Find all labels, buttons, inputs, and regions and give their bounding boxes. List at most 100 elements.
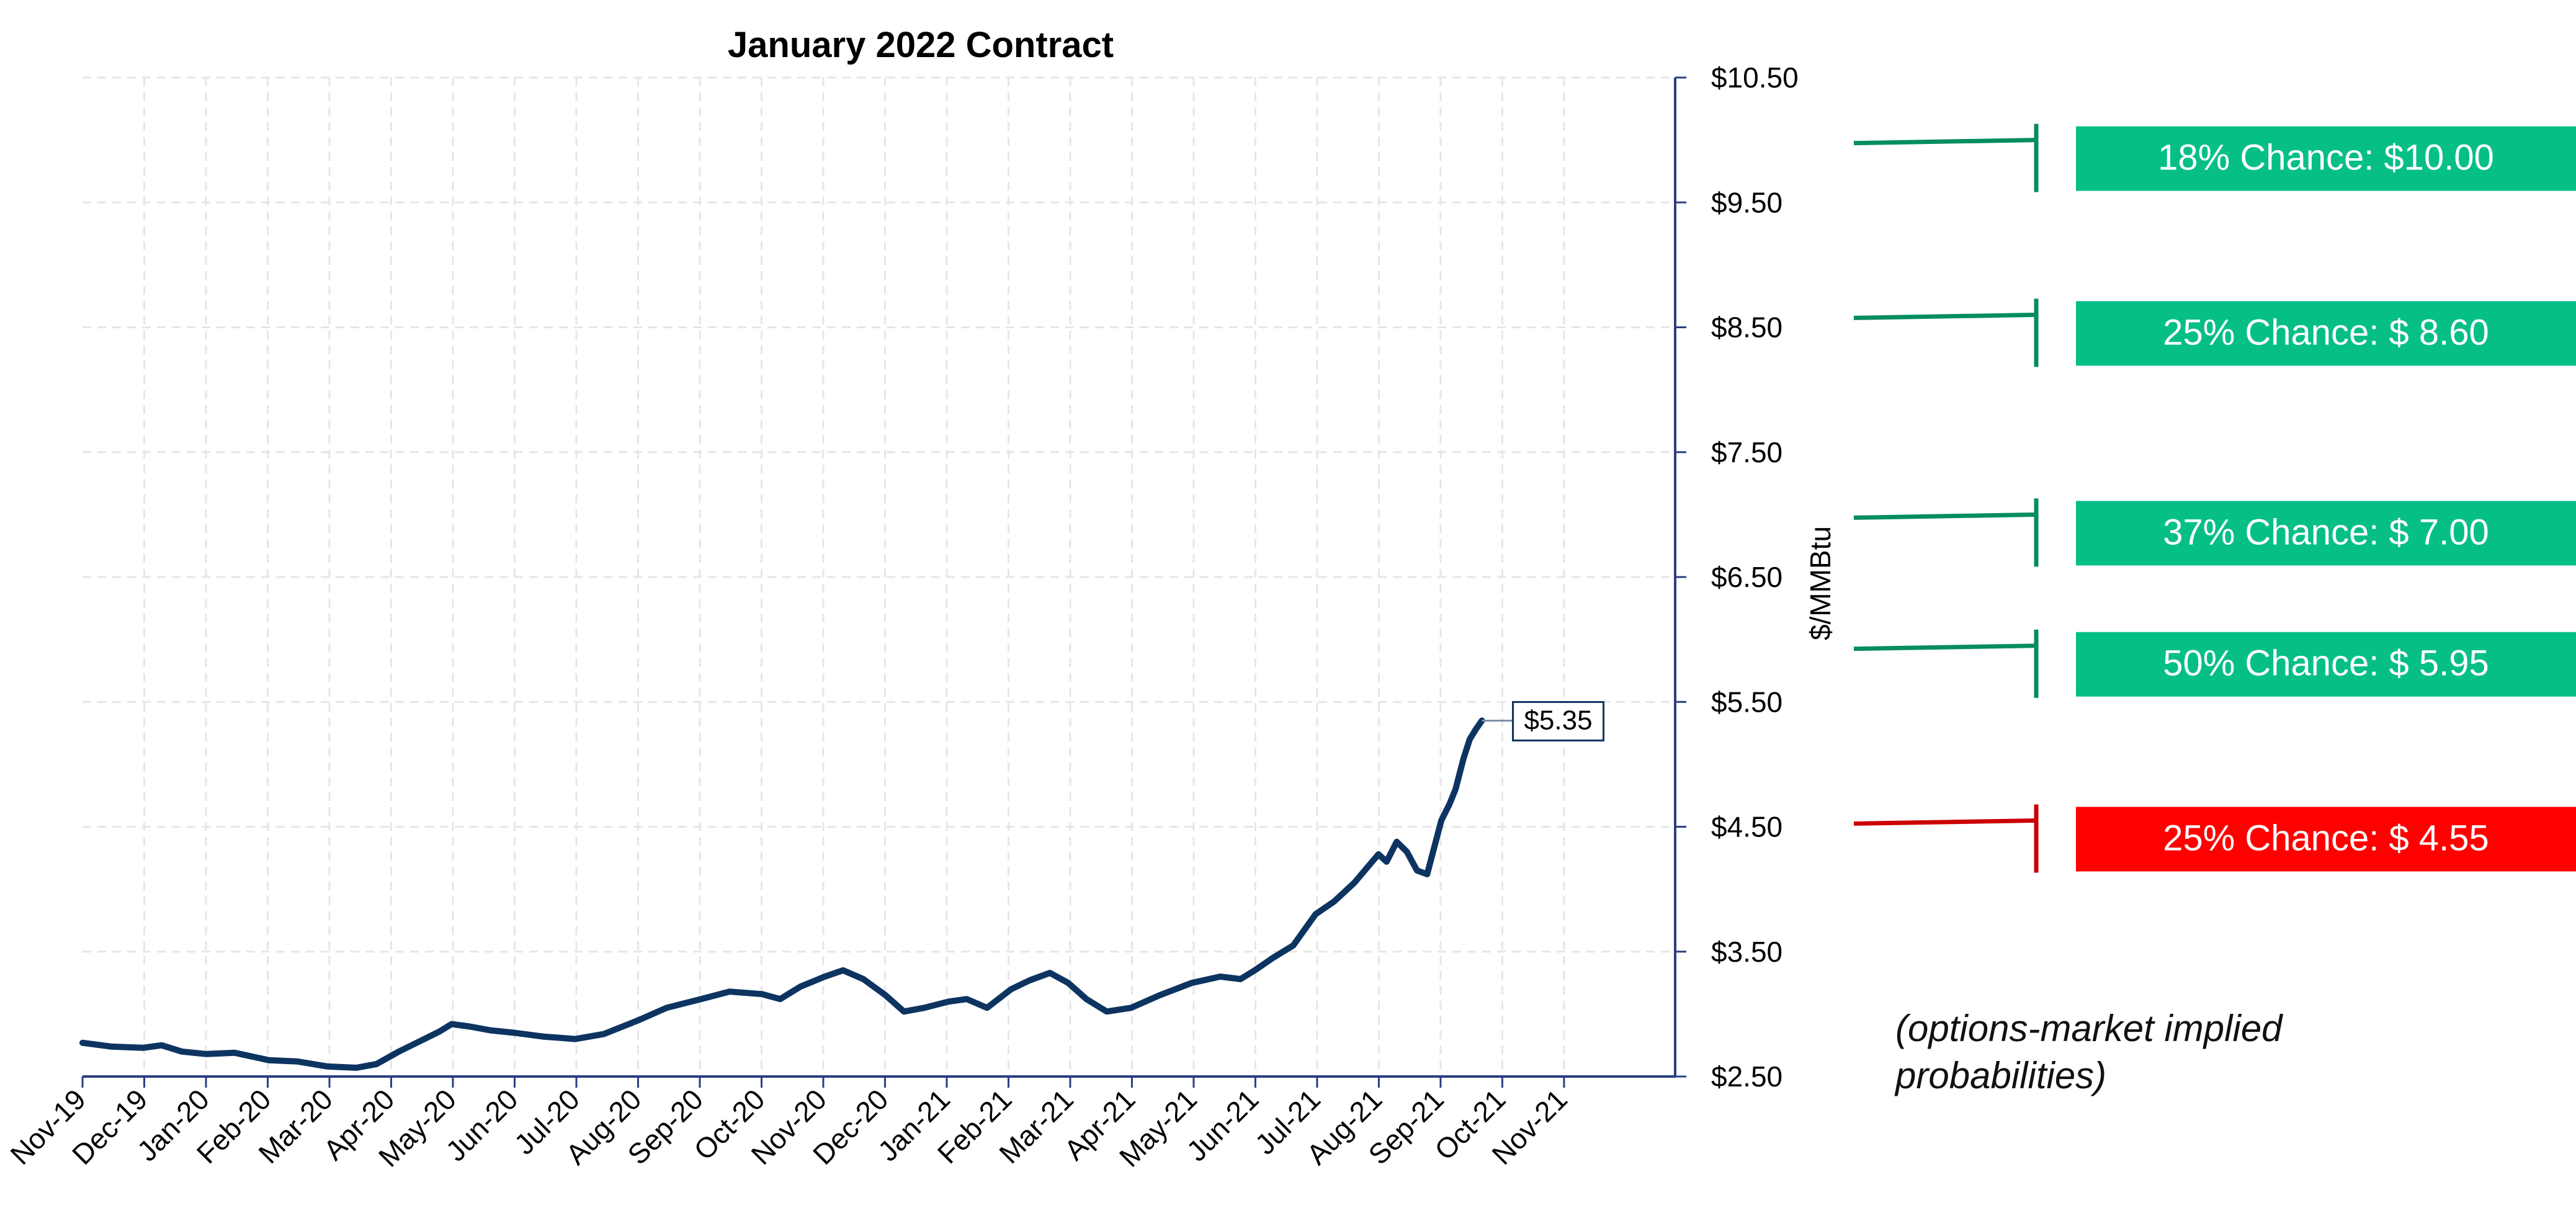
options-note: (options-market implied probabilities) [1895, 1008, 2283, 1096]
price-point [1190, 981, 1194, 985]
last-value-callout: $5.35 [1482, 701, 1605, 741]
price-point [396, 1049, 401, 1054]
price-series-line [79, 717, 1485, 1071]
price-point [417, 1039, 421, 1044]
price-point [636, 1018, 640, 1023]
price-point [1331, 900, 1336, 904]
price-point [141, 1045, 146, 1050]
probability-panel: 18% Chance: $10.00 25% Chance: $ 8.60 37% … [1853, 123, 2576, 873]
series-layer [79, 717, 1485, 1071]
probability-bracket-line [1853, 643, 2037, 651]
price-point [1009, 987, 1014, 992]
price-point [699, 997, 704, 1001]
probability-label: 50% Chance: $ 5.95 [2163, 643, 2489, 684]
price-point [1454, 787, 1458, 792]
x-tick-label: Jun-21 [1180, 1083, 1264, 1167]
probability-label: 25% Chance: $ 4.55 [2163, 818, 2489, 858]
price-point [374, 1062, 378, 1066]
price-point [1066, 981, 1070, 985]
price-point [727, 990, 731, 994]
probability-label: 37% Chance: $ 7.00 [2163, 512, 2489, 552]
price-point [823, 975, 827, 978]
price-point [1218, 975, 1222, 978]
probability-bracket-line [1853, 818, 2037, 826]
price-point [985, 1006, 989, 1010]
price-point [1474, 727, 1478, 732]
y-tick-label: $3.50 [1711, 936, 1782, 968]
price-point [778, 997, 782, 1001]
price-point [1238, 977, 1243, 982]
y-tick-label: $10.50 [1711, 61, 1799, 94]
price-point [1313, 912, 1318, 916]
price-point [267, 1058, 271, 1062]
price-point [109, 1044, 113, 1049]
price-point [1085, 997, 1089, 1001]
price-point [1467, 737, 1472, 741]
probability-bracket-line [1853, 138, 2037, 146]
y-axis-label: $/MMBtu [1804, 526, 1836, 640]
probability-box [2076, 126, 2576, 191]
price-point [159, 1043, 164, 1047]
y-tick-label: $8.50 [1711, 311, 1782, 344]
price-point [449, 1022, 454, 1026]
price-point [1439, 818, 1444, 823]
price-point [1157, 993, 1161, 998]
price-point [760, 992, 764, 996]
y-tick-label: $6.50 [1711, 561, 1782, 593]
price-point [1376, 852, 1380, 856]
probability-box [2076, 807, 2576, 872]
price-point [1462, 756, 1466, 760]
price-point [1048, 970, 1052, 975]
probability-bracket-line [1853, 512, 2037, 520]
price-point [488, 1028, 493, 1032]
price-point [354, 1065, 359, 1070]
price-point [295, 1059, 300, 1063]
price-point [798, 985, 803, 989]
price-point [965, 997, 969, 1001]
price-point [541, 1034, 545, 1039]
callout-box [1512, 701, 1605, 741]
price-point [1129, 1006, 1134, 1010]
price-point [437, 1029, 442, 1034]
grid [83, 76, 1675, 1078]
price-point [512, 1031, 517, 1035]
y-tick-label: $9.50 [1711, 186, 1782, 218]
price-point [1384, 859, 1389, 864]
probability-box [2076, 501, 2576, 566]
price-point [946, 1000, 950, 1004]
price-point [841, 968, 845, 972]
chart-title: January 2022 Contract [728, 25, 1114, 65]
probability-label: 18% Chance: $10.00 [2158, 138, 2494, 178]
price-point [1425, 872, 1429, 876]
price-point [1405, 849, 1409, 854]
y-tick-label: $7.50 [1711, 436, 1782, 468]
price-point [233, 1050, 237, 1055]
price-point [861, 977, 865, 982]
price-point [883, 993, 888, 998]
price-point [1253, 968, 1257, 972]
y-tick-label: $4.50 [1711, 811, 1782, 843]
price-point [1447, 802, 1452, 807]
price-point [1352, 881, 1356, 885]
price-point [1104, 1009, 1109, 1014]
price-point [1291, 943, 1295, 947]
last-value-label: $5.35 [1524, 705, 1592, 735]
price-point [468, 1024, 472, 1029]
price-point [664, 1006, 669, 1010]
price-point [1415, 868, 1419, 872]
y-tick-label: $2.50 [1711, 1060, 1782, 1093]
price-point [922, 1006, 926, 1010]
price-point [204, 1052, 208, 1056]
probability-box [2076, 301, 2576, 366]
price-point [901, 1009, 906, 1014]
price-point [573, 1037, 578, 1041]
probability-bracket-line [1853, 312, 2037, 320]
price-point [602, 1032, 606, 1036]
price-point [326, 1064, 330, 1068]
price-point [1027, 978, 1032, 983]
probability-box [2076, 632, 2576, 697]
price-point [81, 1041, 84, 1045]
probability-label: 25% Chance: $ 8.60 [2163, 312, 2489, 352]
price-point [1395, 839, 1399, 844]
